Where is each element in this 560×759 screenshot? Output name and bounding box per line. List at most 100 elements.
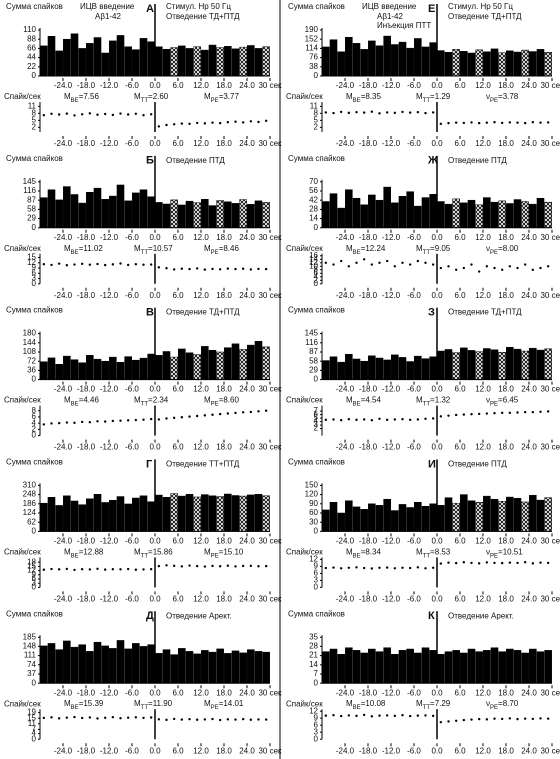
rate-y-tick-label: 6 (314, 410, 319, 419)
rate-point (500, 717, 504, 721)
x-tick-label: -6.0 (125, 139, 139, 148)
histogram-bar (86, 355, 94, 380)
histogram-bar (452, 198, 460, 229)
y-tick-label: 14 (309, 214, 318, 223)
stat-label: MBE=4.54 (346, 396, 381, 407)
rate-point (180, 122, 184, 125)
rate-point (257, 120, 260, 124)
rate-point (408, 418, 412, 422)
stat-label: MTT=8.53 (416, 548, 451, 559)
rate-point (508, 561, 512, 564)
rate-point (226, 267, 230, 270)
panel-title: Отведение ПТД (166, 156, 225, 165)
y-tick-label: 74 (27, 660, 36, 669)
y-tick-label: 42 (309, 195, 318, 204)
rate-point (211, 267, 214, 271)
stat-name: M (204, 396, 211, 405)
rate-point (257, 565, 260, 568)
histogram-bar (544, 497, 552, 532)
rate-y-label: Спайк/сек (4, 548, 41, 557)
histogram-bar (383, 498, 391, 532)
x-tick-label: 18.0 (498, 537, 514, 546)
rate-point (439, 720, 443, 724)
rate-point (126, 567, 130, 571)
rate-point (385, 111, 389, 114)
histogram-bar (329, 193, 338, 229)
rate-point (257, 410, 260, 413)
histogram-bar (116, 640, 125, 684)
histogram-bar (109, 40, 117, 77)
rate-point (462, 266, 466, 270)
x-tick-label: 24.0 (239, 595, 255, 604)
rate-point (493, 121, 496, 124)
rate-y-tick-label: 15 (27, 713, 36, 722)
histogram-bar (483, 650, 491, 684)
y-tick-label: 28 (309, 205, 318, 214)
stat-label: MBE=11.02 (64, 244, 103, 255)
histogram-bar (536, 651, 545, 684)
histogram-bar (467, 500, 476, 532)
x-tick-label: 6.0 (454, 385, 466, 394)
histogram-bar (262, 651, 270, 684)
rate-point (111, 716, 115, 719)
rate-point (362, 258, 366, 261)
stat-label: MTT=2.34 (134, 396, 169, 407)
histogram-bar (329, 648, 338, 684)
histogram-bar (185, 48, 194, 77)
histogram-bar (101, 502, 109, 532)
rate-point (447, 414, 450, 417)
rate-point (241, 267, 245, 270)
rate-point (462, 718, 466, 722)
histogram-bar (63, 495, 71, 532)
histogram-bar (254, 651, 263, 684)
x-tick-label: 6.0 (454, 291, 466, 300)
panel-title: Отведение ТД+ПТД (166, 12, 240, 21)
histogram-bar (398, 504, 407, 532)
x-tick-label: 12.0 (193, 443, 209, 452)
histogram-bar (178, 648, 186, 684)
stat-sub: PE (211, 705, 219, 711)
stat-value: =2.60 (148, 92, 169, 101)
rate-y-tick-label: 12 (309, 706, 318, 715)
x-tick-label: -12.0 (382, 291, 401, 300)
rate-point (88, 716, 92, 719)
x-tick-label: 6.0 (454, 443, 466, 452)
histogram-bar (490, 201, 499, 229)
rate-y-tick-label: 10 (309, 261, 318, 270)
x-tick-label: -18.0 (77, 385, 96, 394)
histogram-bar (147, 644, 155, 684)
rate-point (149, 716, 153, 719)
rate-point (96, 420, 99, 423)
rate-point (324, 714, 328, 717)
rate-point (477, 270, 481, 273)
histogram-bar (329, 502, 338, 532)
stat-label: MPE=8.60 (204, 396, 239, 407)
histogram-bar (398, 196, 407, 229)
histogram-bar (360, 49, 368, 77)
x-tick-label: -12.0 (100, 688, 119, 697)
x-tick-label: 12.0 (193, 595, 209, 604)
x-tick-label: -12.0 (382, 595, 401, 604)
histogram-bar (155, 202, 163, 229)
histogram-bar (155, 355, 163, 380)
rate-point (226, 412, 230, 415)
rate-point (393, 265, 397, 268)
x-tick-label: -18.0 (359, 81, 378, 90)
stat-value: =8.60 (219, 396, 240, 405)
histogram-bar (132, 359, 140, 380)
y-tick-label: 0 (314, 678, 319, 687)
rate-y-tick-label: 12 (309, 555, 318, 564)
stat-value: =2.34 (148, 396, 169, 405)
x-tick-label: -12.0 (100, 443, 119, 452)
histogram-bar (247, 45, 255, 77)
rate-point (424, 111, 427, 115)
x-tick-label: 24.0 (521, 443, 537, 452)
histogram-bar (475, 651, 483, 684)
rate-point (470, 413, 473, 416)
rate-point (264, 409, 268, 412)
x-tick-label: -24.0 (54, 385, 73, 394)
stat-value: =8.34 (361, 548, 382, 557)
rate-point (493, 561, 496, 565)
rate-point (454, 268, 458, 271)
histogram-bar (262, 202, 270, 229)
